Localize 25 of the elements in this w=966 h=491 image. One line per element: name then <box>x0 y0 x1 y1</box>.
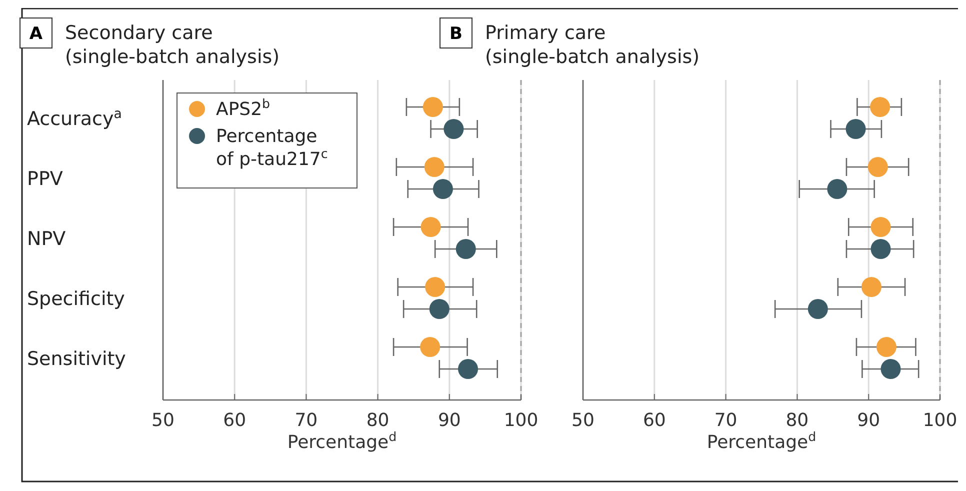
y-tick-label: Specificity <box>27 288 125 310</box>
y-tick-label: NPV <box>27 228 66 250</box>
x-tick-label: 70 <box>714 410 738 431</box>
text: B <box>450 24 462 44</box>
y-tick-label: PPV <box>27 168 63 190</box>
x-axis-title: Percentage$^{d}$ <box>287 428 397 453</box>
legend-label: Percentage of p-tau217$^{c}$ <box>216 126 328 170</box>
x-tick-label: 100 <box>504 410 538 431</box>
y-tick-label: Accuracy$^{a}$ <box>27 106 122 130</box>
y-tick-label: Sensitivity <box>27 348 126 370</box>
x-tick-label: 80 <box>366 410 390 431</box>
x-axis-title: Percentage$^{d}$ <box>706 428 816 453</box>
chart-title: Secondary care (single-batch analysis) <box>65 22 280 68</box>
x-tick-label: 70 <box>294 410 318 431</box>
x-tick-label: 80 <box>786 410 809 431</box>
x-tick-label: 90 <box>857 410 880 431</box>
x-tick-label: 60 <box>223 410 246 431</box>
x-tick-label: 100 <box>922 410 958 431</box>
x-tick-label: 50 <box>572 410 594 431</box>
x-tick-label: 90 <box>438 410 461 431</box>
x-tick-label: 60 <box>642 410 666 431</box>
chart-title: Primary care (single-batch analysis) <box>485 22 700 68</box>
x-tick-label: 50 <box>152 410 174 431</box>
text: A <box>29 24 44 44</box>
legend-label: APS2$^{b}$ <box>216 96 270 120</box>
